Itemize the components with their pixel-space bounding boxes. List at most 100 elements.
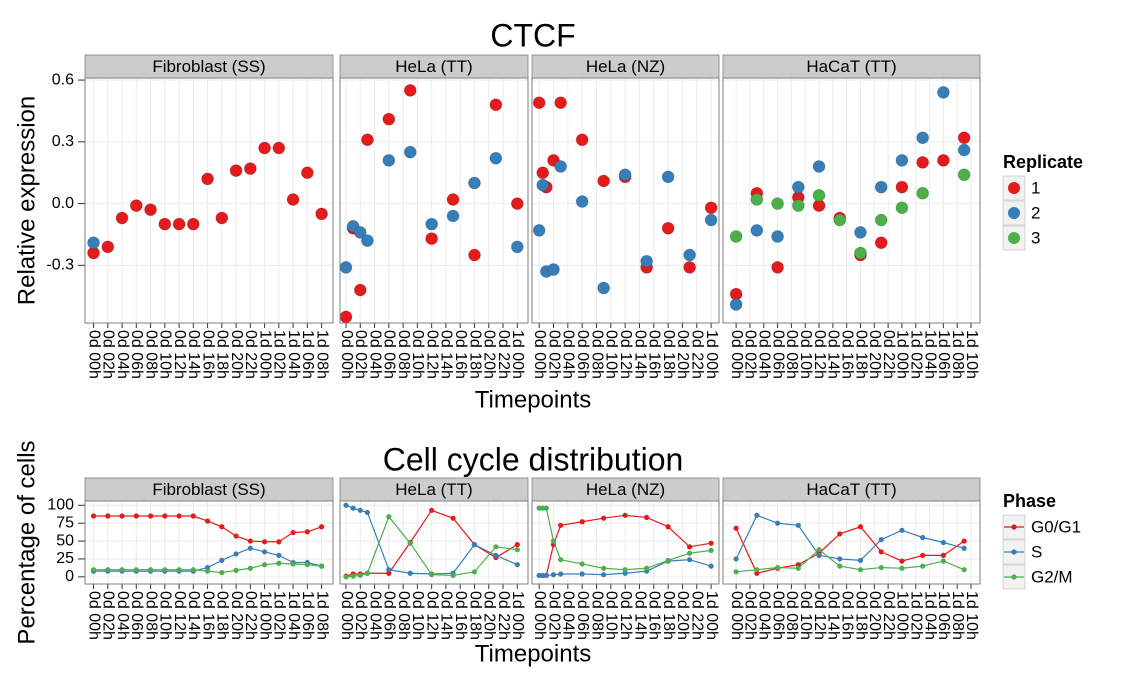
data-point (771, 197, 785, 211)
x-tick-label: 0d 10h (409, 330, 426, 379)
data-point (729, 297, 743, 311)
x-tick-label: 1d 02h (908, 330, 925, 379)
x-tick-label: 1d 08h (949, 591, 966, 640)
data-point (286, 192, 300, 206)
data-point (622, 570, 628, 576)
x-tick-label: 0d 20h (481, 591, 498, 640)
data-point (754, 512, 760, 518)
data-point (133, 567, 139, 573)
legend-label: S (1031, 542, 1042, 561)
data-point (683, 248, 697, 262)
data-point (158, 217, 172, 231)
data-point (514, 542, 520, 548)
data-point (364, 509, 371, 516)
data-point (878, 549, 884, 555)
data-point (357, 507, 363, 513)
x-tick-label: 0d 18h (466, 330, 483, 379)
x-tick-label: 0d 18h (852, 591, 869, 640)
x-tick-label: 0d 20h (866, 591, 883, 640)
data-point (87, 236, 101, 250)
data-point (450, 572, 456, 579)
x-tick-label: 0d 22h (495, 591, 512, 640)
x-tick-label: 0d 18h (214, 330, 231, 379)
x-tick-label: 0d 12h (171, 330, 188, 379)
x-tick-label: 0d 02h (100, 591, 117, 640)
x-tick-label: 0d 02h (352, 330, 369, 379)
data-point (733, 569, 739, 575)
data-point (272, 141, 286, 155)
y-tick-label: 0.6 (52, 71, 74, 88)
data-point (687, 557, 693, 563)
data-point (733, 525, 739, 531)
data-point (708, 563, 714, 569)
data-point (407, 540, 413, 546)
data-point (774, 520, 781, 526)
data-point (229, 164, 243, 178)
x-tick-label: 0d 16h (646, 330, 663, 379)
panel-border (531, 500, 720, 585)
data-point (233, 551, 239, 557)
data-point (874, 213, 888, 227)
data-point (961, 567, 967, 573)
data-point (489, 98, 503, 112)
x-tick-label: 0d 20h (674, 330, 691, 379)
x-tick-label: 0d 10h (603, 330, 620, 379)
x-tick-label: 0d 14h (185, 591, 202, 640)
x-tick-label: 0d 00h (338, 330, 355, 379)
data-point (190, 513, 196, 519)
data-point (162, 567, 168, 573)
facet-title: HaCaT (TT) (806, 57, 896, 76)
data-point (90, 513, 97, 519)
legend-label: G2/M (1031, 567, 1073, 586)
x-tick-label: 0d 06h (128, 591, 145, 640)
data-point (940, 552, 946, 558)
x-tick-label: 0d 22h (242, 591, 259, 640)
data-point (360, 133, 374, 147)
data-point (687, 550, 693, 556)
data-point (172, 217, 186, 231)
data-point (105, 513, 111, 519)
x-tick-label: 0d 04h (114, 591, 131, 640)
data-point (558, 522, 564, 528)
data-point (425, 232, 439, 246)
data-point (816, 547, 822, 553)
x-tick-label: 1d 00h (894, 591, 911, 640)
data-point (467, 176, 481, 190)
x-tick-label: 0d 16h (646, 591, 663, 640)
y-tick-label: 50 (56, 532, 74, 549)
data-point (429, 572, 435, 578)
x-tick-label: 1d 02h (908, 591, 925, 640)
x-tick-label: 0d 12h (423, 591, 440, 640)
data-point (162, 513, 168, 519)
data-point (812, 188, 826, 202)
x-tick-label: 1d 04h (285, 330, 302, 379)
data-point (601, 565, 607, 571)
legend-label: 1 (1031, 178, 1040, 197)
x-tick-label: 0d 04h (366, 330, 383, 379)
x-tick-label: 0d 18h (466, 591, 483, 640)
data-point (961, 538, 967, 544)
panel (723, 78, 980, 323)
x-tick-label: 0d 02h (352, 591, 369, 640)
x-tick-label: 0d 08h (783, 591, 800, 640)
legend-symbol (1011, 549, 1017, 555)
data-point (540, 572, 546, 579)
data-point (874, 180, 888, 194)
data-point (261, 539, 268, 545)
data-point (554, 160, 568, 174)
data-point (318, 563, 325, 569)
x-axis-title: Timepoints (475, 386, 591, 413)
data-point (837, 531, 843, 537)
x-tick-label: 0d 08h (395, 591, 412, 640)
x-tick-label: 0d 06h (128, 330, 145, 379)
data-point (899, 558, 905, 564)
legend-symbol (1008, 182, 1020, 194)
data-point (186, 217, 200, 231)
data-point (201, 172, 215, 186)
legend-symbol (1011, 524, 1017, 530)
x-tick-label: 0d 08h (142, 330, 159, 379)
data-point (795, 562, 801, 568)
data-point (471, 542, 478, 548)
data-point (386, 570, 392, 576)
x-tick-label: 0d 02h (545, 330, 562, 379)
